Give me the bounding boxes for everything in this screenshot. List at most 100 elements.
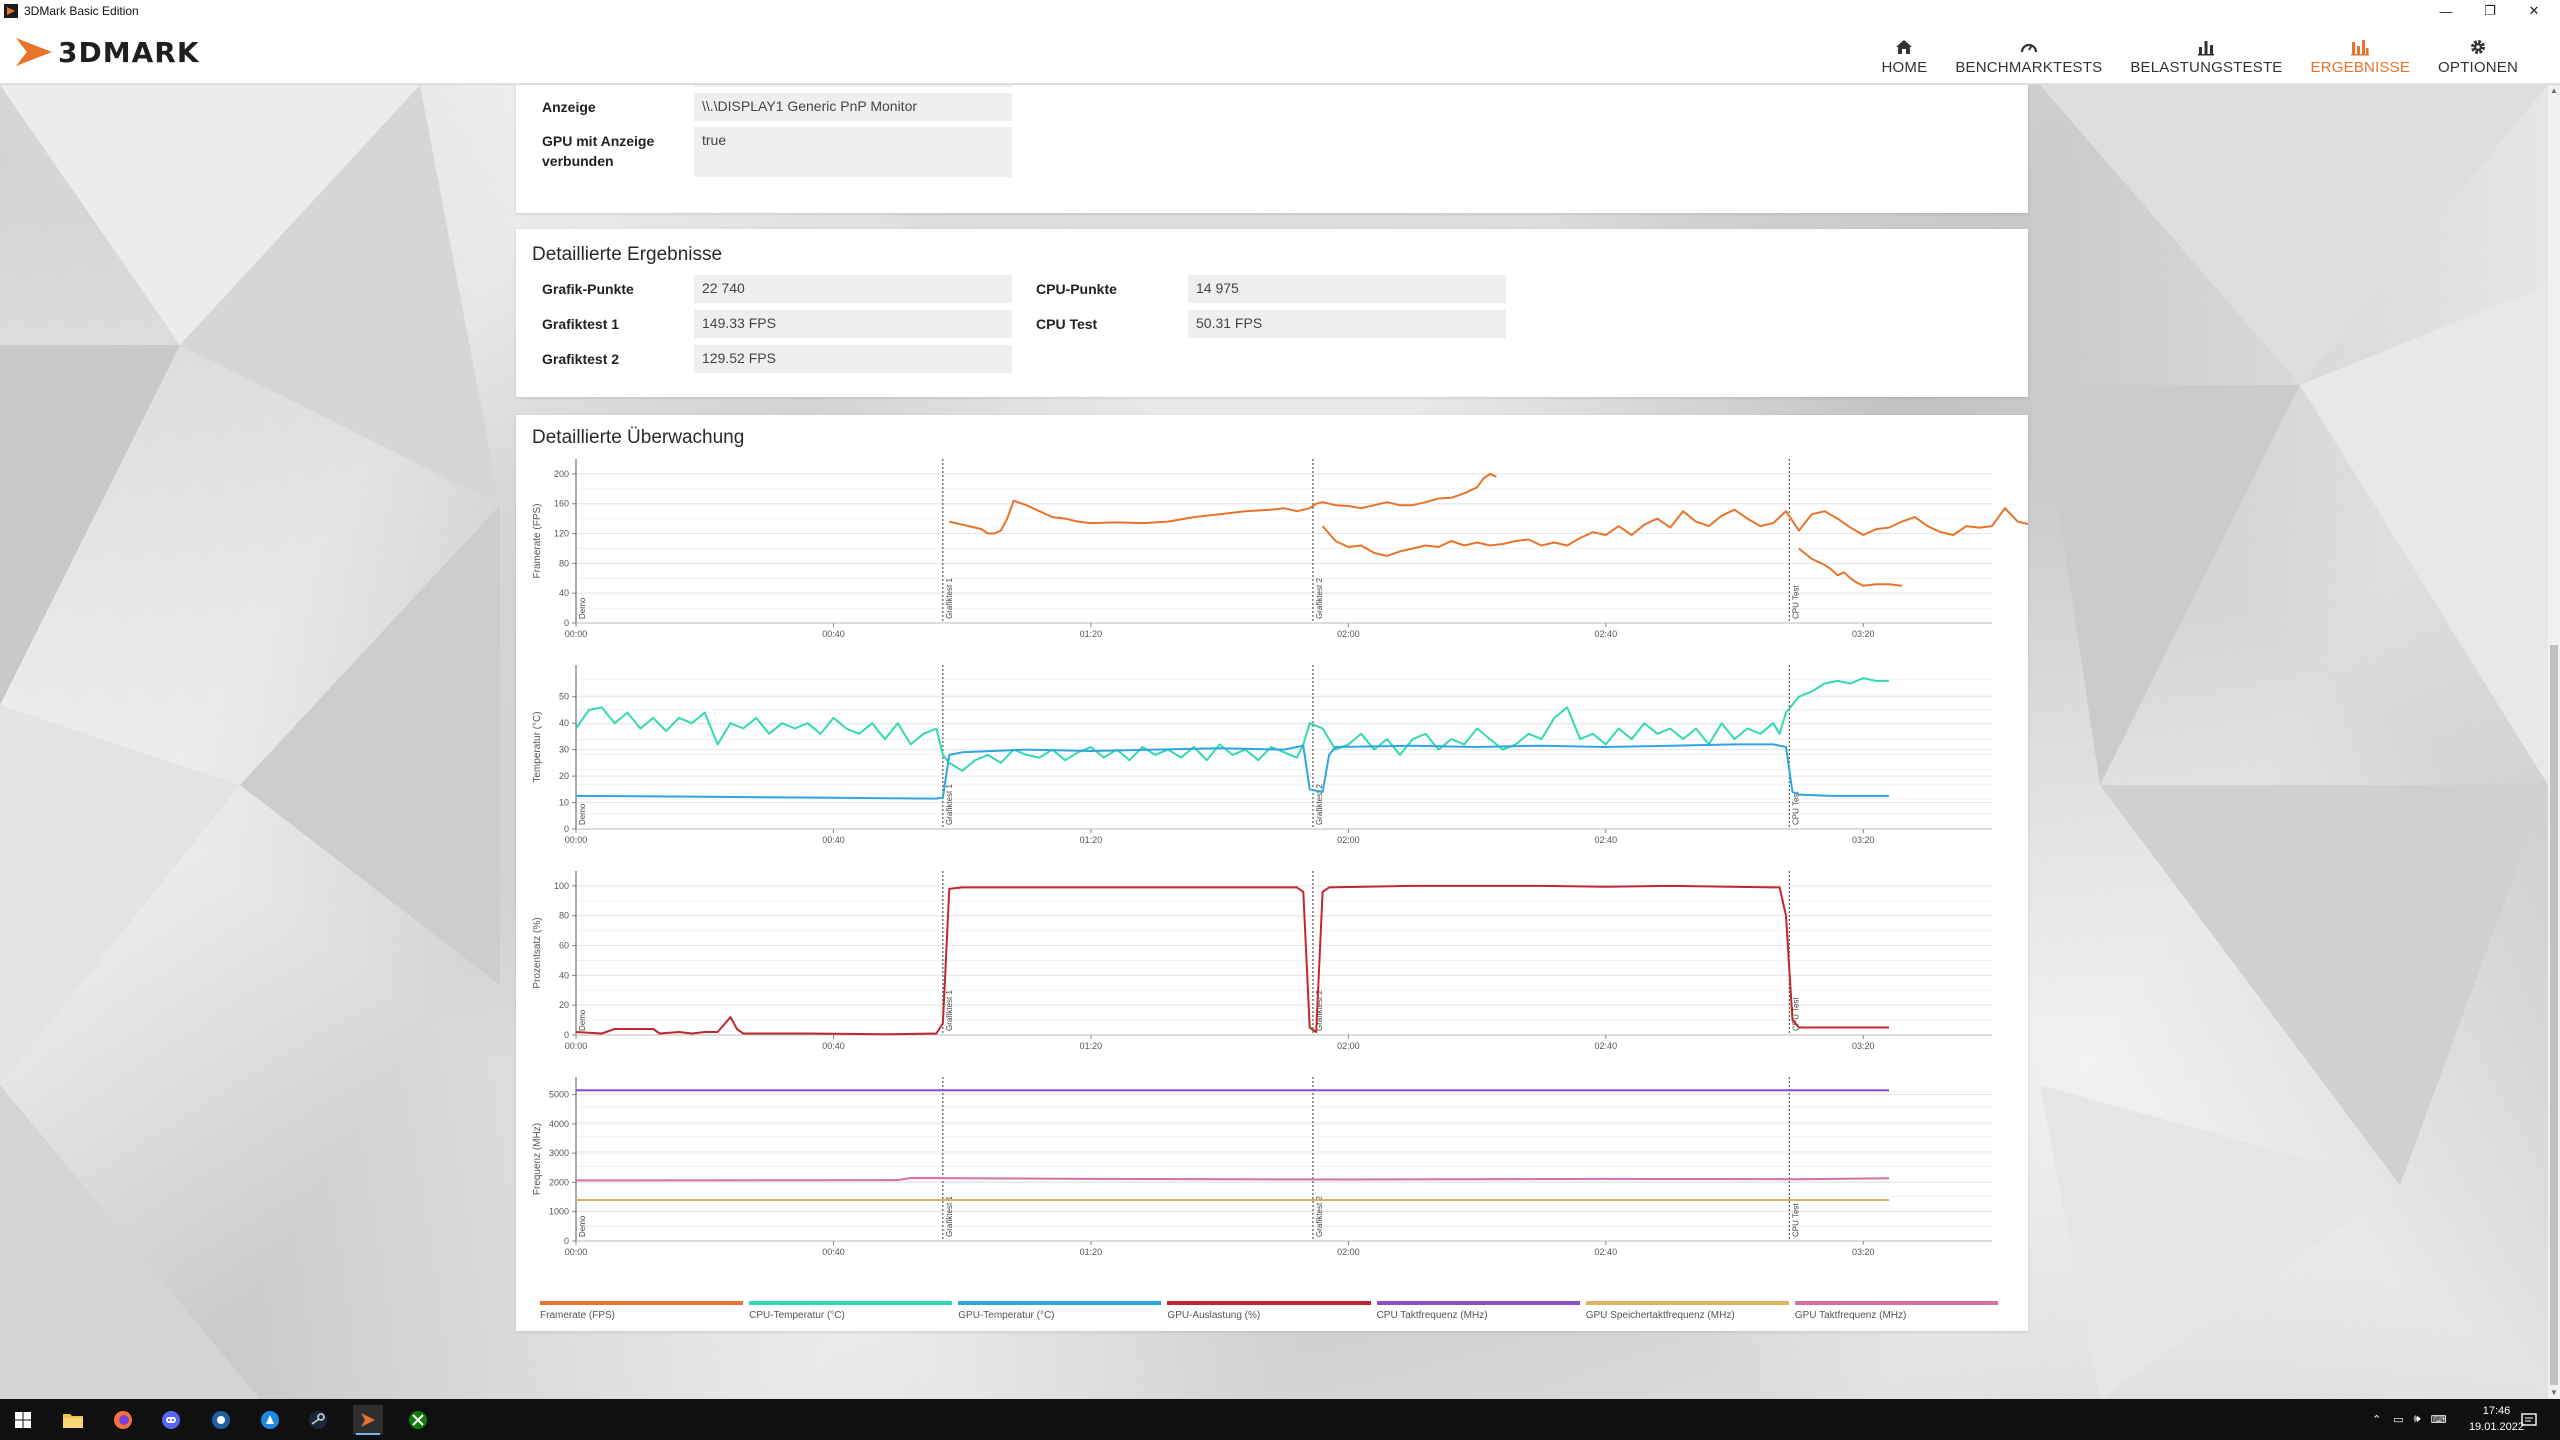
clock-date: 19.01.2022 <box>2468 1421 2524 1433</box>
x-tick-label: 02:40 <box>1595 1041 1618 1051</box>
content-area[interactable]: Anzeige \\.\DISPLAY1 Generic PnP Monitor… <box>0 85 2548 1399</box>
y-tick-label: 160 <box>554 499 569 509</box>
y-tick-label: 0 <box>564 824 569 834</box>
nav-home[interactable]: HOME <box>1868 28 1942 80</box>
series-line <box>1321 507 2028 557</box>
app-icon <box>4 4 18 18</box>
volume-icon[interactable]: 🕪 <box>2413 1413 2421 1425</box>
monitoring-panel: Detaillierte Überwachung 0 40 80 120 160 200 F… <box>516 415 2028 1331</box>
logo-text: 3DMARK <box>58 35 200 69</box>
nav-belastungsteste[interactable]: BELASTUNGSTESTE <box>2116 28 2296 80</box>
chevron-up-icon[interactable]: ⌃ <box>2372 1414 2382 1426</box>
y-tick-label: 20 <box>559 1000 569 1010</box>
scroll-up-arrow-icon[interactable]: ▲ <box>2550 86 2558 95</box>
series-line <box>575 743 1889 800</box>
windows-start-icon[interactable] <box>8 1405 38 1435</box>
x-tick-label: 01:20 <box>1080 835 1103 845</box>
x-tick-label: 02:40 <box>1595 1247 1618 1257</box>
nav-optionen[interactable]: OPTIONEN <box>2424 28 2532 80</box>
result-value-grafiktest-1: 149.33 FPS <box>694 310 1012 338</box>
y-tick-label: 4000 <box>549 1119 569 1129</box>
xbox-icon[interactable] <box>403 1405 433 1435</box>
legend-item[interactable]: CPU-Temperatur (°C) <box>749 1301 953 1321</box>
legend-swatch <box>540 1301 744 1305</box>
x-tick-label: 03:20 <box>1852 629 1875 639</box>
x-tick-label: 01:20 <box>1080 1041 1103 1051</box>
y-axis-label: Frequenz (MHz) <box>532 1123 543 1195</box>
legend-swatch <box>1167 1301 1371 1305</box>
results-icon <box>2350 32 2370 56</box>
y-axis-label: Temperatur (°C) <box>532 711 543 782</box>
x-tick-label: 00:00 <box>565 1247 588 1257</box>
steam-icon[interactable] <box>303 1405 333 1435</box>
x-tick-label: 01:20 <box>1080 629 1103 639</box>
bar-chart-icon <box>2197 32 2215 56</box>
main-nav: HOME BENCHMARKTESTS BELASTUNGSTESTE ERGE… <box>1868 28 2533 80</box>
phase-label: CPU Test <box>1791 1203 1800 1237</box>
legend-item[interactable]: GPU Taktfrequenz (MHz) <box>1794 1301 1998 1321</box>
x-tick-label: 00:00 <box>565 1041 588 1051</box>
home-icon <box>1895 32 1913 56</box>
legend-item[interactable]: GPU-Temperatur (°C) <box>958 1301 1162 1321</box>
result-value-cpu-test: 50.31 FPS <box>1188 310 1506 338</box>
nav-label: HOME <box>1881 59 1928 76</box>
y-tick-label: 1000 <box>549 1207 569 1217</box>
nav-label: BENCHMARKTESTS <box>1955 59 2103 76</box>
minimize-button[interactable]: — <box>2439 3 2453 19</box>
series-line <box>575 1177 1890 1182</box>
brand-logo[interactable]: 3DMARK <box>16 34 200 70</box>
phase-label: CPU Test <box>1791 585 1800 619</box>
system-tray[interactable]: ⌃ ▭ 🕪 ⌨ <box>2372 1399 2446 1440</box>
y-tick-label: 120 <box>554 529 569 539</box>
y-tick-label: 0 <box>564 1236 569 1246</box>
nav-benchmarktests[interactable]: BENCHMARKTESTS <box>1941 28 2116 80</box>
info-label-gpu-display-line1: GPU mit Anzeige <box>542 133 655 149</box>
app-icon[interactable] <box>255 1405 285 1435</box>
nav-label: BELASTUNGSTESTE <box>2130 59 2283 76</box>
nav-ergebnisse[interactable]: ERGEBNISSE <box>2297 28 2425 80</box>
restore-button[interactable]: ❐ <box>2484 3 2496 18</box>
legend-item[interactable]: GPU Speichertaktfrequenz (MHz) <box>1585 1301 1789 1321</box>
series-line <box>575 677 1889 772</box>
title-bar: 3DMark Basic Edition — ❐ ✕ <box>0 0 2560 22</box>
scrollbar-thumb[interactable] <box>2550 645 2558 1385</box>
result-value-grafiktest-2: 129.52 FPS <box>694 345 1012 373</box>
phase-label: Grafiktest 1 <box>945 990 954 1031</box>
y-tick-label: 200 <box>554 469 569 479</box>
keyboard-icon[interactable]: ⌨ <box>2430 1414 2447 1426</box>
network-icon[interactable]: ▭ <box>2393 1414 2404 1426</box>
y-tick-label: 3000 <box>549 1148 569 1158</box>
phase-label: CPU Test <box>1791 791 1800 825</box>
legend-item[interactable]: Framerate (FPS) <box>540 1301 744 1321</box>
x-tick-label: 02:00 <box>1337 1041 1360 1051</box>
firefox-icon[interactable] <box>108 1405 138 1435</box>
phase-label: CPU Test <box>1791 997 1800 1031</box>
close-button[interactable]: ✕ <box>2528 3 2540 18</box>
discord-icon[interactable] <box>156 1405 186 1435</box>
scroll-down-arrow-icon[interactable]: ▼ <box>2550 1388 2558 1397</box>
file-explorer-icon[interactable] <box>58 1405 88 1435</box>
legend-label: Framerate (FPS) <box>540 1310 616 1321</box>
vertical-scrollbar[interactable]: ▲ ▼ <box>2548 85 2560 1399</box>
app-icon[interactable] <box>206 1405 236 1435</box>
results-panel: Detaillierte Ergebnisse Grafik-Punkte 22… <box>516 229 2028 397</box>
y-tick-label: 20 <box>559 771 569 781</box>
legend-swatch <box>958 1301 1162 1305</box>
y-tick-label: 40 <box>559 718 569 728</box>
legend-item[interactable]: CPU Taktfrequenz (MHz) <box>1376 1301 1580 1321</box>
3dmark-icon[interactable] <box>353 1405 383 1435</box>
legend-item[interactable]: GPU-Auslastung (%) <box>1167 1301 1371 1321</box>
result-label-grafiktest-1: Grafiktest 1 <box>542 316 620 332</box>
x-tick-label: 02:00 <box>1337 835 1360 845</box>
notification-icon[interactable] <box>2514 1405 2544 1435</box>
phase-label: Demo <box>578 1215 587 1237</box>
y-tick-label: 0 <box>564 618 569 628</box>
x-tick-label: 02:00 <box>1337 629 1360 639</box>
system-info-panel: Anzeige \\.\DISPLAY1 Generic PnP Monitor… <box>516 85 2028 213</box>
legend-label: GPU Taktfrequenz (MHz) <box>1794 1310 1907 1321</box>
phase-label: Grafiktest 2 <box>1315 1196 1324 1237</box>
x-tick-label: 02:00 <box>1337 1247 1360 1257</box>
result-label-cpu-test: CPU Test <box>1036 316 1098 332</box>
taskbar-clock[interactable]: 17:46 19.01.2022 <box>2469 1403 2524 1435</box>
